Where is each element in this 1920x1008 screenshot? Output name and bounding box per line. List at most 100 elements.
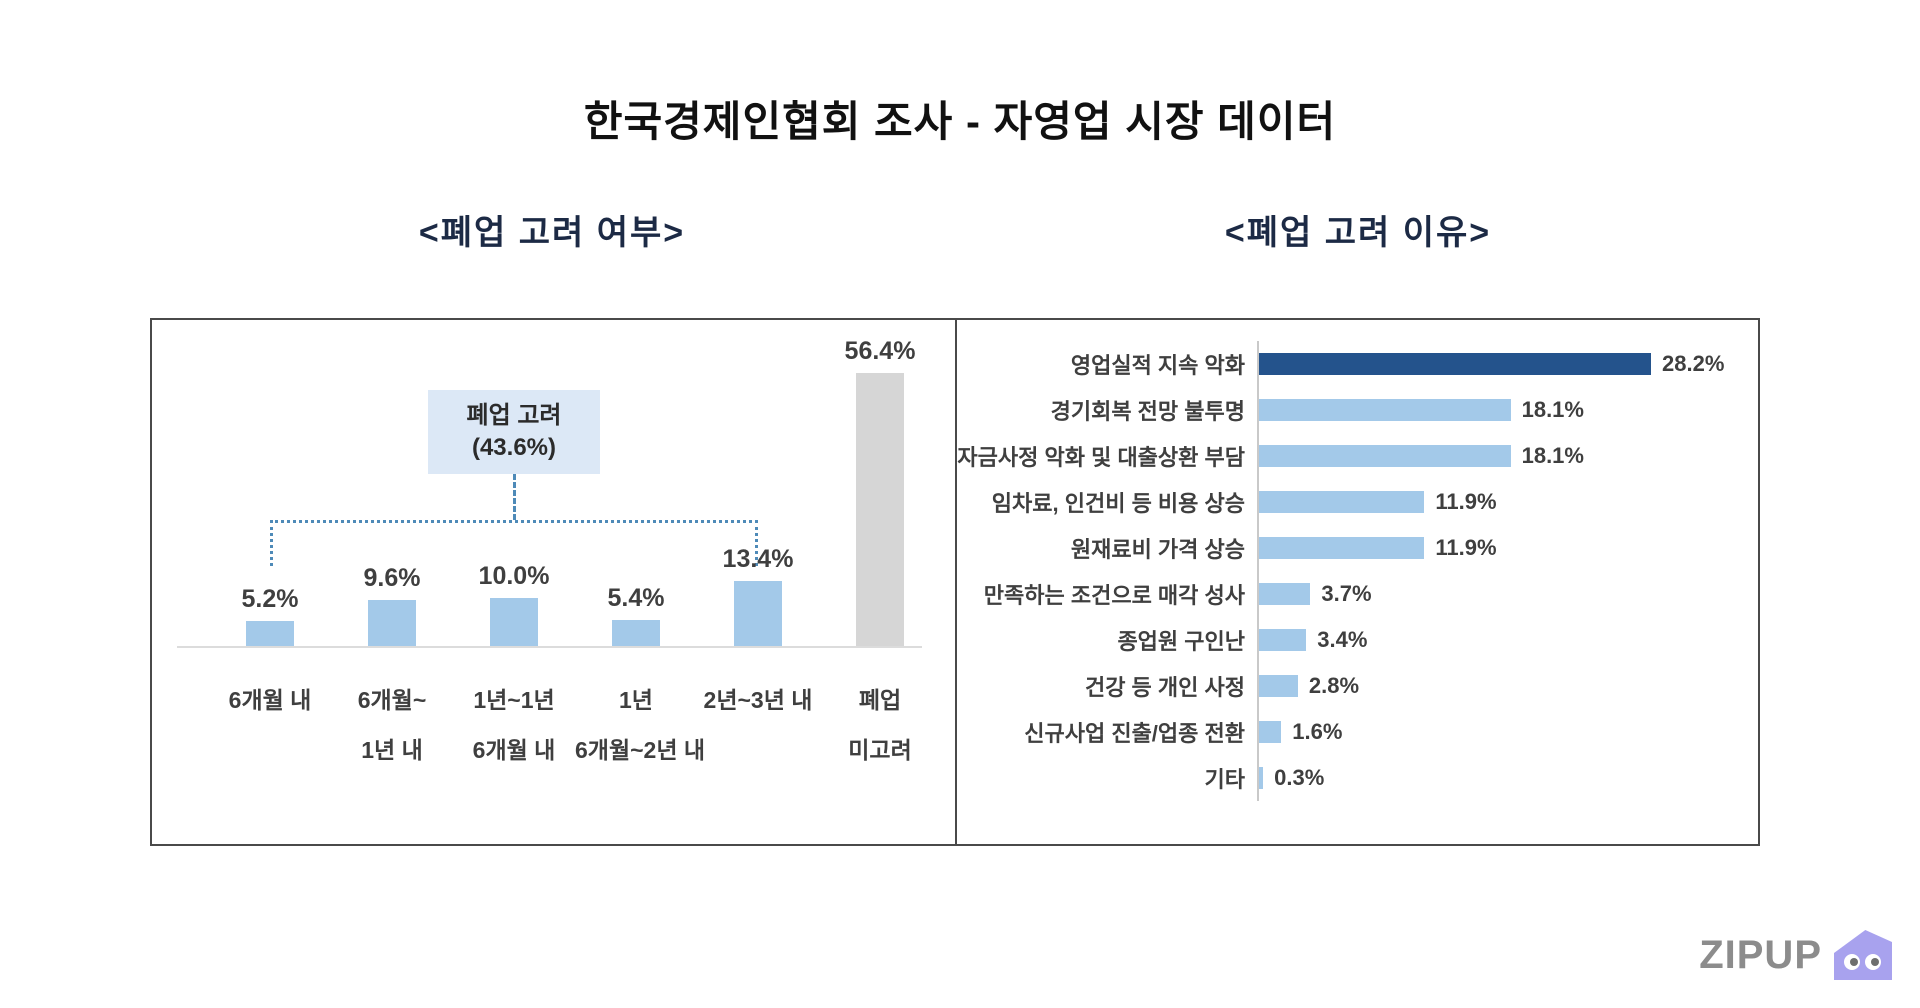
category-label: 2년~3년 내 [697, 675, 819, 775]
bar [1259, 675, 1298, 697]
chart-row: 경기회복 전망 불투명 18.1% [957, 387, 1762, 433]
bar-value-label: 2.8% [1308, 673, 1360, 698]
bar-value-label: 0.3% [1274, 765, 1325, 790]
chart-row: 만족하는 조건으로 매각 성사 3.7% [957, 571, 1762, 617]
bar [1259, 629, 1307, 651]
house-icon [1834, 930, 1892, 980]
category-label: 경기회복 전망 불투명 [1050, 399, 1245, 424]
callout-box: 폐업 고려 (43.6%) [428, 390, 600, 474]
bar-value-label: 5.2% [241, 584, 299, 613]
category-label: 건강 등 개인 사정 [1084, 675, 1245, 700]
x-axis-baseline [177, 646, 922, 648]
chart-row: 기타 0.3% [957, 755, 1762, 801]
callout-connector-line [513, 474, 516, 520]
category-label-line: 폐업 [858, 687, 902, 713]
category-label: 신규사업 진출/업종 전환 [1024, 721, 1245, 746]
bar [1259, 767, 1264, 789]
bar-value-label: 18.1% [1521, 443, 1584, 468]
category-label: 1년 6개월~2년 내 [575, 675, 706, 775]
category-label: 영업실적 지속 악화 [1070, 353, 1245, 378]
bar [856, 373, 904, 646]
bar-area: 2.8% [1257, 663, 1762, 709]
chart-row: 신규사업 진출/업종 전환 1.6% [957, 709, 1762, 755]
bar [612, 619, 660, 646]
bar-area: 11.9% [1257, 479, 1762, 525]
chart-row: 건강 등 개인 사정 2.8% [957, 663, 1762, 709]
bar-area: 3.4% [1257, 617, 1762, 663]
dotted-bracket-line [270, 520, 758, 566]
chart-column: 56.4% [819, 337, 941, 646]
category-label-line: 1년 [619, 687, 653, 713]
chart-column: 5.4% [575, 584, 697, 646]
bar-area: 28.2% [1257, 341, 1762, 387]
bar-area: 18.1% [1257, 387, 1762, 433]
bar [1259, 583, 1311, 605]
category-labels: 6개월 내 6개월~ 1년 내 1년~1년 6개월 내 1년 6개월~2년 내 2년~3년 내… [209, 675, 941, 775]
chart-column: 5.2% [209, 585, 331, 646]
bar [734, 581, 782, 646]
left-chart-panel: 폐업 고려 (43.6%) 5.2% 9.6% 10.0% 5.4% 13.4% 56.4… [152, 320, 955, 844]
bar-value-label: 10.0% [478, 561, 550, 590]
chart-row: 종업원 구인난 3.4% [957, 617, 1762, 663]
category-label: 임차료, 인건비 등 비용 상승 [991, 491, 1245, 516]
category-label-line: 2년~3년 내 [703, 687, 813, 713]
chart-row: 영업실적 지속 악화 28.2% [957, 341, 1762, 387]
bar [1259, 445, 1511, 467]
bar-value-label: 5.4% [607, 583, 665, 612]
chart-panels: 폐업 고려 (43.6%) 5.2% 9.6% 10.0% 5.4% 13.4% 56.4… [150, 318, 1760, 846]
chart-column: 9.6% [331, 564, 453, 646]
category-label: 기타 [1204, 767, 1245, 792]
bar [246, 620, 294, 646]
category-label: 6개월 내 [209, 675, 331, 775]
bar-area: 11.9% [1257, 525, 1762, 571]
bar [1259, 537, 1425, 559]
category-label-line: 6개월~ [357, 687, 427, 713]
bar [490, 597, 538, 646]
bar [1259, 399, 1511, 421]
chart-column: 13.4% [697, 545, 819, 646]
bar-value-label: 3.4% [1317, 627, 1368, 652]
bar-columns: 5.2% 9.6% 10.0% 5.4% 13.4% 56.4% [209, 337, 941, 646]
category-label: 6개월~ 1년 내 [331, 675, 453, 775]
category-label: 만족하는 조건으로 매각 성사 [983, 583, 1245, 608]
bar-value-label: 3.7% [1321, 581, 1372, 606]
category-label: 자금사정 악화 및 대출상환 부담 [957, 445, 1245, 470]
left-chart-title: <폐업 고려 여부> [418, 214, 686, 252]
category-label-line: 6개월 내 [472, 737, 556, 763]
category-label: 1년~1년 6개월 내 [453, 675, 575, 775]
bar-value-label: 28.2% [1662, 351, 1725, 376]
chart-row: 자금사정 악화 및 대출상환 부담 18.1% [957, 433, 1762, 479]
bar-area: 1.6% [1257, 709, 1762, 755]
category-label: 종업원 구인난 [1117, 629, 1245, 654]
callout-label: 폐업 고려 [466, 402, 562, 429]
category-label-line: 1년~1년 [473, 687, 555, 713]
category-label-line: 6개월~2년 내 [575, 737, 706, 763]
callout-value: (43.6%) [471, 434, 557, 461]
house-eye-right [1865, 954, 1881, 970]
bar [368, 599, 416, 646]
category-label: 원재료비 가격 상승 [1070, 537, 1245, 562]
house-pupil-right [1871, 958, 1879, 966]
chart-column: 10.0% [453, 562, 575, 646]
right-chart-title: <폐업 고려 이유> [1224, 214, 1492, 252]
zipup-logo-text: ZIPUP [1699, 932, 1822, 977]
bar-value-label: 11.9% [1435, 535, 1497, 560]
bar-value-label: 11.9% [1435, 489, 1497, 514]
bar [1259, 721, 1282, 743]
bar-value-label: 1.6% [1292, 719, 1343, 744]
bar [1259, 353, 1651, 375]
bar-value-label: 9.6% [363, 563, 421, 592]
chart-row: 원재료비 가격 상승 11.9% [957, 525, 1762, 571]
house-pupil-left [1850, 958, 1858, 966]
bar-area: 3.7% [1257, 571, 1762, 617]
category-label-line: 6개월 내 [228, 687, 312, 713]
bar-area: 0.3% [1257, 755, 1762, 801]
bar [1259, 491, 1425, 513]
bar-value-label: 13.4% [722, 545, 794, 574]
zipup-logo: ZIPUP [1699, 930, 1892, 980]
category-label-line: 미고려 [848, 737, 912, 763]
chart-row: 임차료, 인건비 등 비용 상승 11.9% [957, 479, 1762, 525]
category-label-line: 1년 내 [361, 737, 423, 763]
